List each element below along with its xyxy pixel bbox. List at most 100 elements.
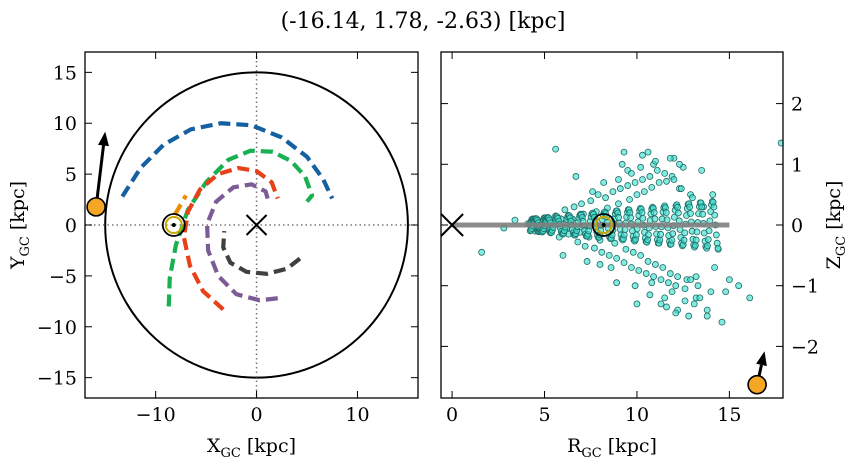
star-point: [652, 157, 659, 165]
star-point: [559, 251, 567, 259]
star-point: [589, 188, 596, 196]
x-axis-label: RGC [kpc]: [567, 435, 657, 461]
sun-marker-outer: [161, 213, 186, 237]
galaxy-boundary-circle: [104, 71, 409, 379]
x-axis-label-unit: [kpc]: [602, 435, 657, 457]
sun-marker-dot: [171, 223, 176, 227]
star-point: [722, 288, 730, 296]
star-point-dense: [711, 211, 719, 219]
star-point: [591, 244, 598, 252]
star-point-dense: [698, 203, 706, 211]
y-axis-label-unit: [kpc]: [7, 181, 29, 236]
star-point: [607, 264, 615, 271]
star-point: [626, 196, 633, 203]
star-point: [624, 182, 632, 189]
star-point: [652, 261, 659, 268]
star-point: [600, 179, 608, 186]
x-tick-label: 15: [717, 404, 741, 426]
star-point: [618, 160, 626, 168]
galactic-center-marker: [245, 214, 268, 236]
star-point: [594, 191, 602, 199]
star-point: [672, 309, 680, 317]
star-point: [646, 291, 654, 299]
star-point: [689, 194, 696, 202]
sun-marker-ring: [164, 216, 183, 234]
star-point: [707, 288, 715, 296]
star-point: [478, 248, 486, 256]
sun-marker-ring: [594, 216, 613, 234]
spiral-arm-4: [205, 182, 278, 303]
star-point: [703, 306, 711, 314]
star-point-dense: [704, 242, 711, 250]
star-point: [711, 264, 718, 271]
galactic-center-marker-stroke-b: [245, 214, 268, 236]
star-point: [640, 188, 648, 196]
star-point-dense: [674, 203, 681, 211]
star-point: [668, 288, 676, 296]
star-point-dense: [670, 213, 678, 221]
star-point: [616, 185, 624, 192]
star-point: [659, 264, 667, 271]
star-point: [613, 254, 621, 262]
star-point: [676, 160, 683, 168]
star-point: [663, 177, 670, 185]
star-point: [578, 200, 585, 208]
y-tick-label: −10: [37, 317, 77, 339]
star-point: [661, 170, 669, 177]
star-point: [639, 151, 646, 159]
spiral-arm-3: [181, 165, 280, 312]
star-point-dense: [645, 231, 652, 239]
star-point: [637, 251, 645, 259]
star-point-dense: [657, 230, 665, 238]
velocity-arrow-head: [756, 351, 767, 367]
star-point: [633, 191, 641, 199]
star-point: [648, 279, 656, 287]
star-point: [696, 294, 704, 302]
star-point-dense: [651, 215, 659, 223]
y-tick-label: −2: [791, 336, 819, 358]
star-point: [633, 300, 641, 308]
x-tick-label: 10: [625, 404, 649, 426]
star-point: [677, 185, 685, 192]
star-point: [628, 264, 635, 271]
star-point: [561, 206, 569, 214]
star-point: [657, 300, 665, 308]
y-axis-label: ZGC [kpc]: [823, 181, 849, 270]
star-point: [709, 191, 717, 199]
spiral-arm-2: [172, 194, 188, 216]
star-point: [657, 276, 665, 284]
star-point-dense: [656, 236, 664, 244]
star-point: [574, 238, 582, 246]
velocity-arrow-shaft: [94, 145, 105, 208]
star-point: [620, 148, 628, 156]
star-point-dense: [704, 236, 712, 243]
star-point-dense: [714, 244, 722, 252]
star-point-dense: [615, 214, 622, 221]
star-point: [572, 173, 580, 180]
star-point: [613, 279, 621, 287]
star-point: [725, 276, 733, 284]
y-tick-label: 2: [791, 94, 803, 116]
star-point: [692, 273, 700, 280]
star-point: [629, 248, 637, 256]
star-point-dense: [668, 236, 676, 244]
y-tick-label: 0: [65, 215, 77, 237]
x-axis-label-unit: [kpc]: [241, 435, 296, 457]
star-point: [653, 166, 661, 174]
star-point: [637, 163, 645, 171]
star-point-dense: [663, 216, 671, 224]
y-axis-label-subscript: GC: [834, 236, 849, 256]
star-point: [644, 258, 652, 265]
star-point: [681, 285, 689, 293]
star-point: [735, 282, 743, 290]
star-point: [666, 270, 674, 277]
star-point: [639, 176, 646, 183]
x-tick-label: 5: [538, 404, 550, 426]
star-point: [620, 259, 628, 267]
y-tick-label: 1: [791, 154, 803, 176]
y-axis-label-main: Y: [7, 256, 29, 270]
star-point: [615, 176, 622, 183]
x-tick-label: 0: [250, 404, 262, 426]
star-point: [777, 139, 783, 147]
